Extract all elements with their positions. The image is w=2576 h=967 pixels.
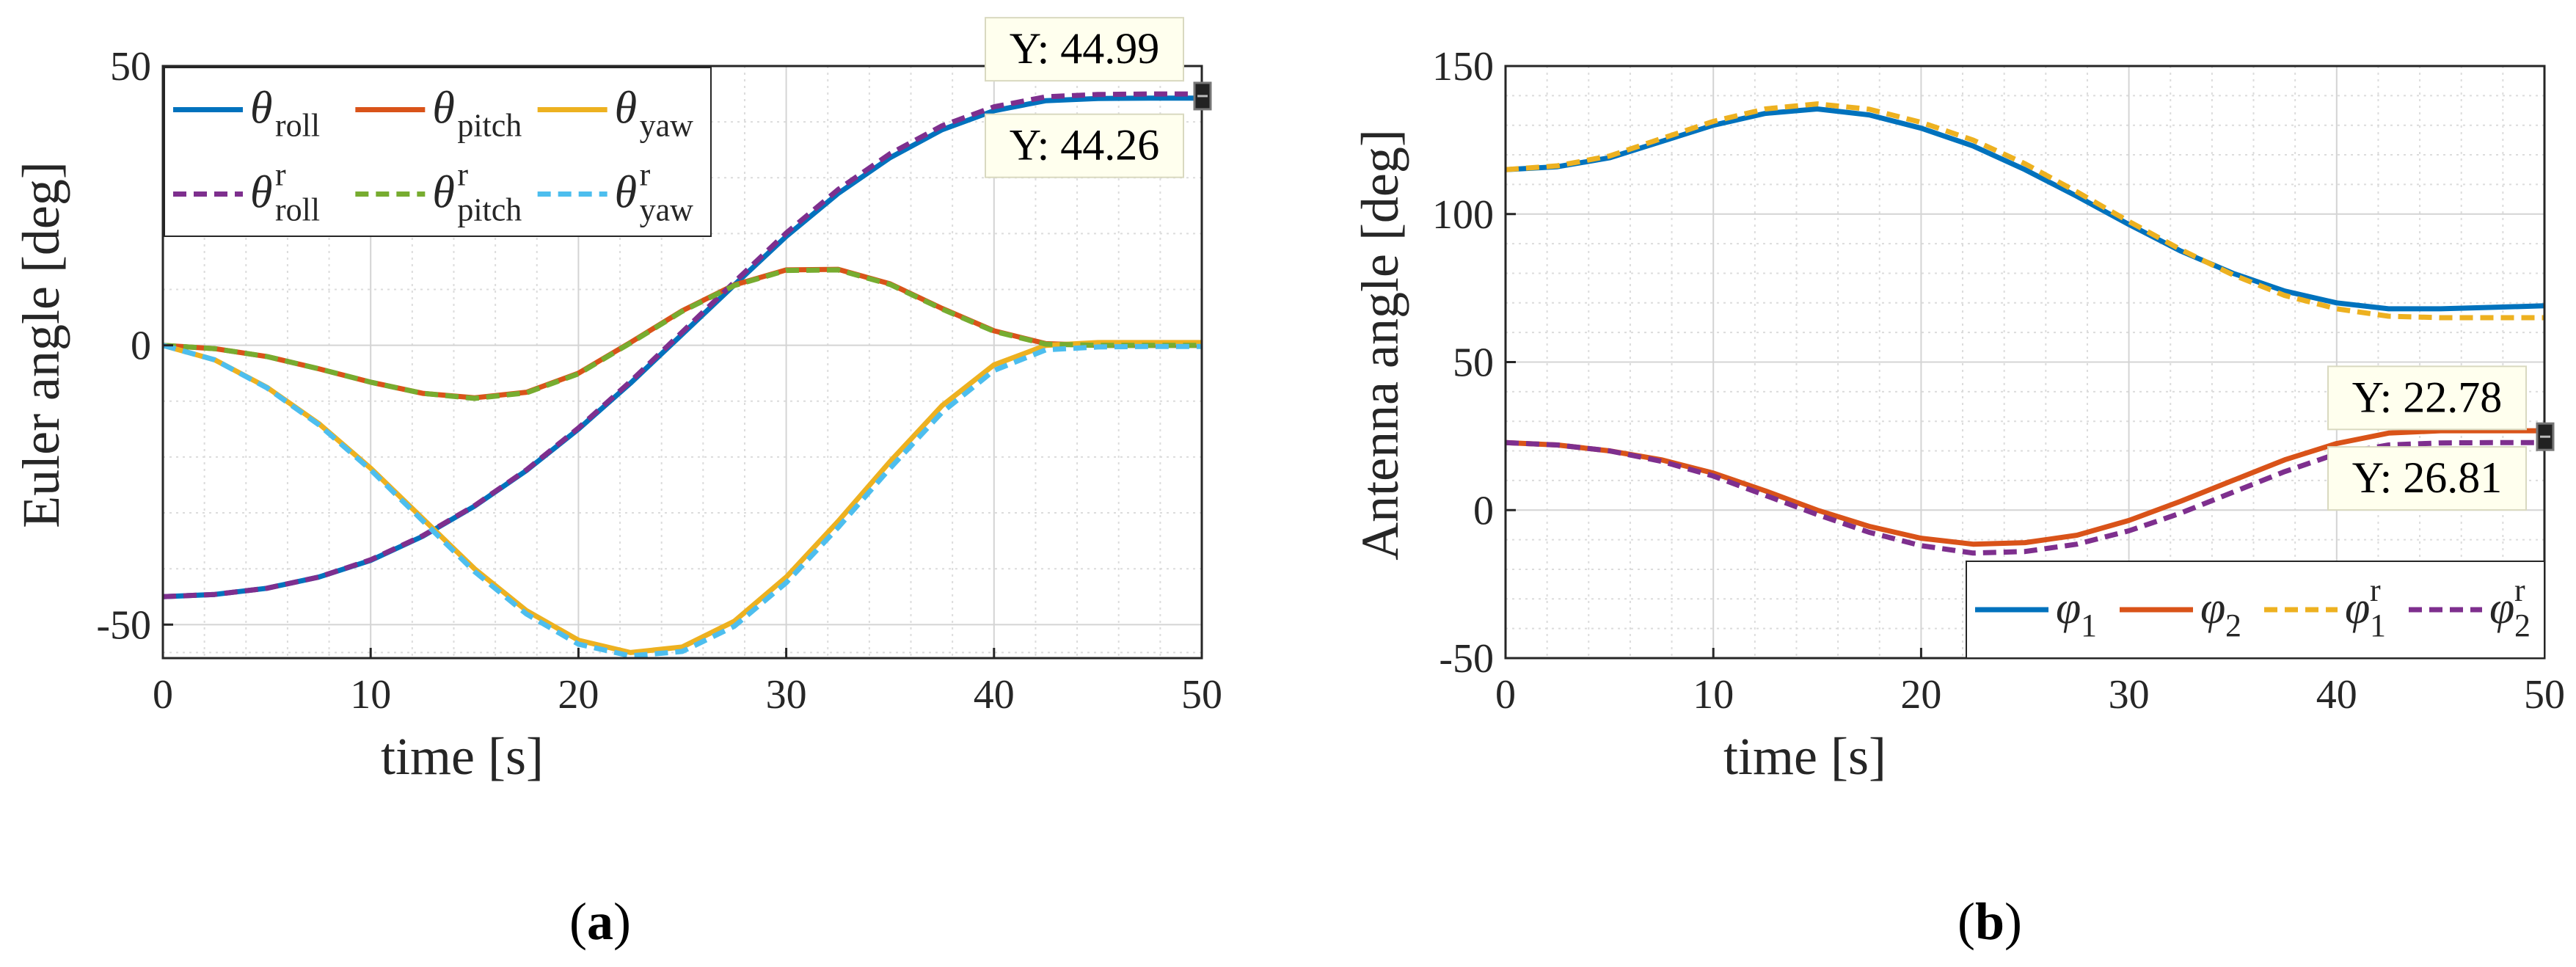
panel-a-legend-symbol: θ — [432, 84, 454, 134]
panel-a-ytick-label: 0 — [131, 324, 151, 369]
panel-b-xtick-label: 0 — [1495, 672, 1516, 718]
panel-b-legend-label-phi1-r: φr 1 — [2345, 572, 2386, 643]
panel-a-datatips: Y: 44.99 Y: 44.26 — [985, 17, 1212, 178]
panel-b-xlabel: time [s] — [1723, 727, 1886, 786]
panel-a-legend-superscript: r — [457, 157, 468, 193]
panel-a-datatip-label: Y: 44.99 — [1010, 24, 1160, 73]
panel-a-series-pitch-r — [162, 267, 1202, 401]
panel-b-legend-symbol: φ — [2489, 583, 2514, 633]
panel-a-legend-subscript: pitch — [457, 192, 522, 228]
panel-a-axes-box — [161, 65, 1203, 660]
panel-b-xtick-label: 30 — [2109, 672, 2150, 718]
panel-a-datatip-box — [985, 17, 1184, 82]
panel-a-legend-symbol: θ — [432, 168, 454, 218]
panel-a-xlabel: time [s] — [381, 727, 544, 786]
panel-a-legend-label-roll-r: θr roll — [250, 157, 320, 228]
panel-a-legend-subscript: roll — [275, 192, 320, 228]
panel-a-legend-label-yaw: θyaw — [615, 84, 694, 144]
panel-a-legend-symbol: θ — [615, 84, 637, 134]
panel-b-xtick-label: 20 — [1900, 672, 1941, 718]
panel-b-ytick-label: 100 — [1432, 192, 1494, 238]
panel-a-ylabel: Euler angle [deg] — [12, 161, 70, 528]
panel-b-legend-symbol: φ — [2056, 583, 2081, 633]
panel-b-datatips: Y: 22.78 Y: 26.81 — [2327, 365, 2555, 511]
panel-b-xtick-label: 50 — [2524, 672, 2565, 718]
panel-a-legend-label-pitch-r: θr pitch — [432, 157, 522, 228]
panel-b-series-phi1 — [1505, 106, 2545, 312]
panel-b-legend-subscript: 1 — [2081, 607, 2097, 643]
panel-a-xtick-label: 30 — [766, 672, 807, 718]
panel-b-legend: φ1 φ2 φr 1 φr 2 — [1966, 561, 2545, 659]
panel-b-legend-label-phi2-r: φr 2 — [2489, 572, 2531, 643]
panel-b-legend-symbol: φ — [2200, 583, 2225, 633]
panel-b-ytick-label: 150 — [1432, 44, 1494, 90]
panel-a-series-roll-r — [162, 91, 1202, 599]
panel-b-ylabel: Antenna angle [deg] — [1351, 129, 1409, 561]
panel-b-legend-subscript: 2 — [2514, 607, 2531, 643]
panel-a-legend-subscript: roll — [275, 108, 320, 144]
panel-b-ytick-label: 0 — [1473, 488, 1494, 533]
panel-b-datatip-label: Y: 22.78 — [2352, 373, 2503, 421]
panel-b-datatip-label: Y: 26.81 — [2352, 453, 2503, 502]
panel-a-xtick-label: 50 — [1181, 672, 1222, 718]
panel-b-series-phi2-r — [1505, 439, 2544, 556]
panel-b-caption: (b) — [1957, 892, 2022, 951]
panel-b-datatip-box — [2327, 446, 2527, 511]
panel-b-legend-subscript: 1 — [2370, 607, 2386, 643]
panel-b-legend-label-phi1: φ1 — [2056, 583, 2097, 643]
panel-b-xtick-label: 40 — [2316, 672, 2357, 718]
panel-a-legend-label-yaw-r: θr yaw — [615, 157, 694, 228]
panel-b-legend-subscript: 2 — [2225, 607, 2241, 643]
panel-b-xtick-label: 10 — [1693, 672, 1734, 718]
panel-b-datatip-box — [2327, 365, 2527, 431]
panel-a-datatip-label: Y: 44.26 — [1010, 121, 1160, 169]
panel-a-legend-subscript: pitch — [457, 108, 522, 144]
panel-a-legend-label-pitch: θpitch — [432, 84, 522, 144]
panel-b-ytick-label: -50 — [1439, 636, 1494, 682]
panel-b-legend-symbol: φ — [2345, 583, 2370, 633]
panel-b-letter: b — [1975, 892, 2004, 951]
panel-a-caption: (a) — [569, 892, 631, 951]
panel-a-legend-symbol: θ — [250, 84, 272, 134]
panel-a-ytick-label: 50 — [110, 44, 151, 90]
panel-a-legend-superscript: r — [275, 157, 286, 193]
panel-a-legend-label-roll: θroll — [250, 84, 320, 144]
panel-a-xtick-label: 10 — [350, 672, 391, 718]
panel-b-legend-superscript: r — [2370, 572, 2381, 608]
panel-b-series-phi1-r — [1505, 101, 2544, 321]
panel-b-legend-label-phi2: φ2 — [2200, 583, 2241, 643]
panel-a-legend-symbol: θ — [250, 168, 272, 218]
panel-a-datatip-box — [985, 113, 1184, 178]
panel-a-legend-symbol: θ — [615, 168, 637, 218]
panel-b-legend-box — [1966, 561, 2545, 659]
panel-a-xtick-label: 40 — [974, 672, 1015, 718]
panel-a-letter: a — [587, 892, 613, 951]
panel-b-legend-superscript: r — [2514, 572, 2525, 608]
panel-a-series-yaw — [162, 340, 1202, 655]
panel-a-xtick-label: 20 — [558, 672, 599, 718]
panel-a-ytick-label: -50 — [96, 602, 151, 648]
panel-a-legend-subscript: yaw — [640, 108, 694, 144]
panel-a-legend-superscript: r — [640, 157, 651, 193]
panel-a-legend-subscript: yaw — [640, 192, 694, 228]
panel-a-legend-box — [164, 67, 712, 237]
panel-b-ytick-label: 50 — [1453, 340, 1494, 386]
panel-a-series-yaw-r — [162, 343, 1202, 659]
panel-a-xtick-label: 0 — [153, 672, 173, 718]
